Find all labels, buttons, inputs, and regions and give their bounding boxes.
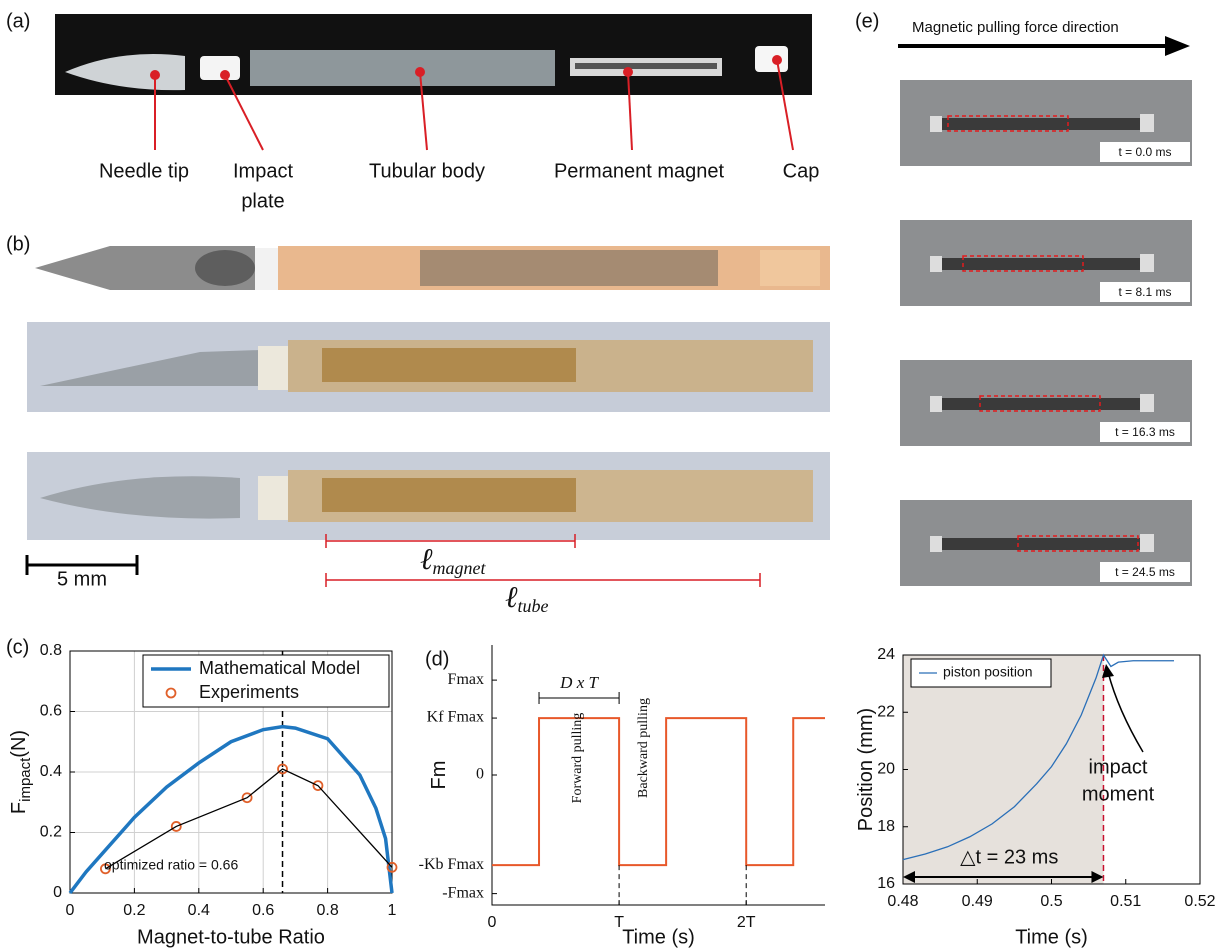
y-label-main: Position (mm) xyxy=(855,708,877,831)
x-tick-label: 0.48 xyxy=(887,893,918,910)
x-axis-label: Time (s) xyxy=(1015,926,1088,948)
end-cap xyxy=(930,396,942,412)
y-axis-label: Fimpact(N) xyxy=(8,730,34,814)
y-label-main: F xyxy=(8,802,30,814)
end-cap xyxy=(930,536,942,552)
chart: 0 0.2 0.4 0.6 0.8 1 0 0.2 0.4 0.6 0.8 Mathematical … xyxy=(8,642,396,948)
chart: 0.48 0.49 0.5 0.51 0.52 16 18 20 22 24 piston posi… xyxy=(855,646,1215,948)
annotation: moment xyxy=(1082,783,1155,805)
x-tick-label: 0.8 xyxy=(316,902,338,919)
annotation: optimized ratio = 0.66 xyxy=(104,857,238,873)
annotation: Backward pulling xyxy=(636,698,651,798)
legend-label: Mathematical Model xyxy=(199,658,360,678)
figure: (a) (b) (c) (d) (e) Needle tip Impact pl… xyxy=(0,0,1215,949)
part-label: Permanent magnet xyxy=(554,160,725,182)
subscript: tube xyxy=(518,596,549,616)
symbol: ℓ xyxy=(420,543,433,576)
y-tick-label: 0.2 xyxy=(40,824,62,841)
panel-label: (c) xyxy=(6,636,29,658)
x-tick-label: 0.2 xyxy=(123,902,145,919)
direction-arrow xyxy=(898,36,1190,56)
y-tick-label: 22 xyxy=(877,703,895,720)
photo-b xyxy=(27,322,830,540)
y-tick-label: 0.4 xyxy=(40,763,62,780)
tube xyxy=(935,258,1153,270)
panel-label: (a) xyxy=(6,10,30,32)
bracket xyxy=(539,692,619,704)
part-label: Impact xyxy=(233,160,293,182)
direction-label: Magnetic pulling force direction xyxy=(912,19,1119,36)
x-axis-label: Magnet-to-tube Ratio xyxy=(137,926,325,948)
panel-label: (d) xyxy=(425,648,449,670)
x-tick-label: 2T xyxy=(737,914,756,931)
frame-time: t = 8.1 ms xyxy=(1118,285,1171,299)
y-label-main: Fm xyxy=(428,761,450,790)
dimension-label: ℓtube xyxy=(505,581,549,616)
end-cap xyxy=(1140,114,1154,132)
part-label: Needle tip xyxy=(99,160,189,182)
frames: t = 0.0 ms t = 8.1 ms t = 16.3 ms t = 24.5 … xyxy=(900,80,1192,586)
y-tick-label: -Fmax xyxy=(442,884,484,901)
y-tick-label: 20 xyxy=(877,761,895,778)
end-cap xyxy=(930,116,942,132)
render-b xyxy=(35,246,830,290)
y-tick-label: 0.6 xyxy=(40,703,62,720)
y-tick-label: 0 xyxy=(53,884,62,901)
dimension-label: ℓmagnet xyxy=(420,543,486,578)
x-tick-label: 0.51 xyxy=(1110,893,1141,910)
annotation: impact xyxy=(1089,756,1148,778)
frame-time: t = 24.5 ms xyxy=(1115,565,1175,579)
end-cap xyxy=(1140,254,1154,272)
y-tick-label: Kf Fmax xyxy=(427,709,484,726)
frame-time: t = 16.3 ms xyxy=(1115,425,1175,439)
y-axis-label: Fm xyxy=(428,761,450,790)
series-line xyxy=(492,718,825,865)
tube xyxy=(935,118,1153,130)
y-tick-label: 0 xyxy=(476,766,484,783)
x-tick-label: 0 xyxy=(488,914,497,931)
series-line xyxy=(105,769,392,869)
frame-time: t = 0.0 ms xyxy=(1118,145,1171,159)
legend-label: Experiments xyxy=(199,682,299,702)
photo-a xyxy=(55,14,812,150)
annotation: Forward pulling xyxy=(570,713,585,804)
panel-label: (e) xyxy=(855,10,879,32)
tube xyxy=(935,538,1153,550)
x-tick-label: 1 xyxy=(388,902,397,919)
dimension-lines xyxy=(326,534,760,587)
y-tick-label: Fmax xyxy=(448,671,484,688)
y-tick-label: 18 xyxy=(877,818,895,835)
legend-label: piston position xyxy=(943,664,1033,680)
part-label: Cap xyxy=(783,160,820,182)
x-tick-label: 0.5 xyxy=(1040,893,1062,910)
subscript: magnet xyxy=(433,558,487,578)
tube xyxy=(935,398,1153,410)
x-tick-label: 0.49 xyxy=(962,893,993,910)
y-label-sub: impact xyxy=(17,757,34,802)
y-tick-label: -Kb Fmax xyxy=(419,856,484,873)
x-tick-label: 0 xyxy=(66,902,75,919)
x-axis-label: Time (s) xyxy=(622,926,695,948)
panel-label: (b) xyxy=(6,233,30,255)
symbol: ℓ xyxy=(505,581,518,614)
end-cap xyxy=(930,256,942,272)
annotation: △t = 23 ms xyxy=(960,846,1058,868)
annotation: D x T xyxy=(559,673,599,692)
annotation-arrow xyxy=(1108,672,1143,752)
y-tick-label: 24 xyxy=(877,646,895,663)
x-tick-label: 0.4 xyxy=(188,902,210,919)
end-cap xyxy=(1140,394,1154,412)
x-tick-label: 0.52 xyxy=(1184,893,1215,910)
y-axis-label: Position (mm) xyxy=(855,708,877,831)
y-tick-label: 0.8 xyxy=(40,642,62,659)
y-label-unit: (N) xyxy=(8,730,30,758)
part-label: Tubular body xyxy=(369,160,485,182)
x-tick-label: 0.6 xyxy=(252,902,274,919)
end-cap xyxy=(1140,534,1154,552)
y-tick-label: 16 xyxy=(877,875,895,892)
scale-label: 5 mm xyxy=(57,568,107,590)
part-label: plate xyxy=(241,190,284,212)
